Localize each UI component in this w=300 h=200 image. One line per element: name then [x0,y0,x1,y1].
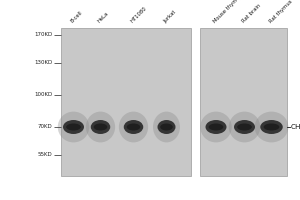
Text: Rat thymus: Rat thymus [268,0,293,24]
Text: Mouse thymus: Mouse thymus [212,0,243,24]
Bar [61,28,191,176]
Text: 70KD: 70KD [38,124,52,130]
Text: 130KD: 130KD [34,60,52,66]
Ellipse shape [264,123,279,130]
Text: CHRNA9: CHRNA9 [291,124,300,130]
Ellipse shape [237,123,252,130]
Text: 100KD: 100KD [34,92,52,98]
Ellipse shape [260,120,283,134]
Ellipse shape [153,112,180,142]
Ellipse shape [91,120,110,134]
Text: Jurkat: Jurkat [163,10,178,24]
Ellipse shape [58,112,89,142]
Text: 170KD: 170KD [34,32,52,38]
Ellipse shape [234,120,255,134]
Ellipse shape [206,120,226,134]
Text: Rat brain: Rat brain [241,3,262,24]
Text: HeLa: HeLa [97,11,110,24]
Ellipse shape [119,112,148,142]
Ellipse shape [255,112,288,142]
Ellipse shape [124,120,143,134]
Ellipse shape [209,123,223,130]
Ellipse shape [94,123,107,130]
Ellipse shape [127,123,140,130]
Text: 55KD: 55KD [38,153,52,158]
Text: B-cell: B-cell [70,10,84,24]
Ellipse shape [200,112,232,142]
Ellipse shape [63,120,84,134]
Ellipse shape [158,120,175,134]
Ellipse shape [229,112,260,142]
Ellipse shape [160,123,173,130]
Ellipse shape [66,123,81,130]
Text: HT1080: HT1080 [130,6,148,24]
Bar [200,28,286,176]
Ellipse shape [86,112,115,142]
